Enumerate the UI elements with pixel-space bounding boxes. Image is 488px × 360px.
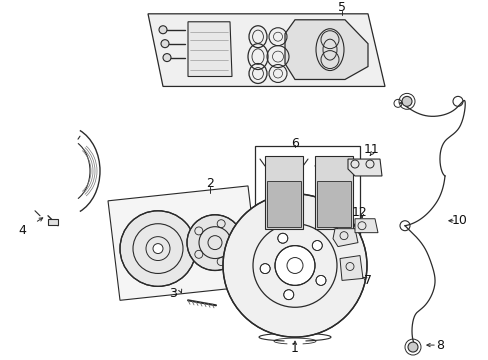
Text: 9: 9 [325,217,333,230]
Circle shape [312,240,322,251]
Polygon shape [148,14,384,86]
Text: 3: 3 [169,287,177,300]
Circle shape [159,26,167,34]
Polygon shape [285,20,367,80]
Circle shape [153,244,163,253]
Circle shape [186,215,243,270]
Circle shape [315,275,325,285]
Text: 2: 2 [205,177,214,190]
Circle shape [286,257,303,274]
Text: 1: 1 [290,342,298,355]
Bar [48,219,58,225]
Polygon shape [339,256,362,280]
Polygon shape [266,181,301,227]
Circle shape [407,342,417,352]
Circle shape [223,194,366,337]
Polygon shape [187,22,231,76]
Circle shape [163,54,171,62]
Text: 6: 6 [290,137,298,150]
Polygon shape [347,159,381,176]
Circle shape [283,290,293,300]
Bar [254,146,359,236]
Polygon shape [314,156,352,229]
Circle shape [401,96,411,106]
Circle shape [274,246,314,285]
Text: 12: 12 [351,206,367,219]
Text: 5: 5 [337,1,346,14]
Polygon shape [264,156,303,229]
Text: 8: 8 [435,338,443,352]
Circle shape [161,40,169,48]
Text: 7: 7 [363,274,371,287]
Polygon shape [108,186,260,300]
Text: 11: 11 [364,143,379,156]
Circle shape [260,264,269,274]
Text: 4: 4 [18,224,26,237]
Text: 10: 10 [451,214,467,227]
Polygon shape [316,181,350,227]
Polygon shape [354,219,377,233]
Circle shape [277,233,287,243]
Circle shape [120,211,196,287]
Polygon shape [332,229,357,247]
